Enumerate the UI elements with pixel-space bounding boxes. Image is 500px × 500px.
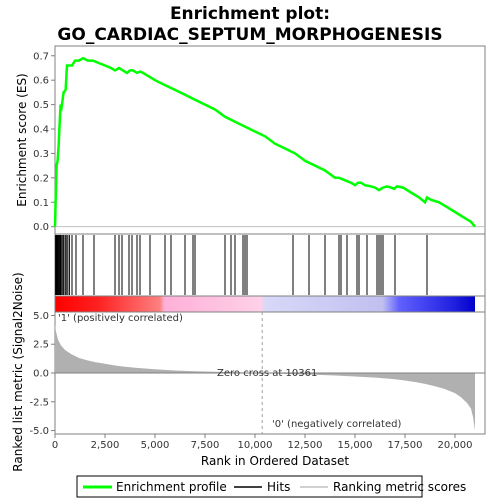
es-y-tick-label: 0.1 (33, 198, 49, 209)
es-curve (53, 56, 476, 228)
x-tick-label: 15,000 (338, 440, 373, 451)
metric-y-tick-label: 5.0 (33, 311, 49, 322)
x-tick-label: 0 (52, 440, 58, 451)
negative-correlation-label: '0' (negatively correlated) (272, 419, 401, 430)
x-axis-label: Rank in Ordered Dataset (201, 454, 349, 468)
metric-y-axis-label: Ranked list metric (Signal2Noise) (11, 272, 25, 471)
legend: Enrichment profile Hits Ranking metric s… (76, 475, 466, 498)
legend-label-enrichment-profile: Enrichment profile (116, 480, 227, 494)
es-y-ticks: 0.0 0.1 0.2 0.3 0.4 0.5 0.6 0.7 (33, 51, 55, 233)
es-y-tick-label: 0.6 (33, 76, 49, 87)
es-y-tick-label: 0.7 (33, 51, 49, 62)
chart-title-line1: Enrichment plot: (170, 4, 330, 24)
x-tick-label: 5,000 (141, 440, 170, 451)
metric-y-tick-label: -2.5 (29, 397, 49, 408)
legend-label-ranking-metric: Ranking metric scores (333, 480, 466, 494)
x-tick-label: 12,500 (288, 440, 323, 451)
x-tick-label: 17,500 (388, 440, 423, 451)
metric-y-tick-label: 0.0 (33, 369, 49, 380)
x-tick-label: 2,500 (91, 440, 120, 451)
es-y-tick-label: 0.3 (33, 149, 49, 160)
x-axis-ticks: 0 2,500 5,000 7,500 10,000 12,500 15,000 17,500… (52, 434, 473, 451)
metric-panel: 5.0 2.5 0.0 -2.5 -5.0 '1' (positively correl… (11, 272, 486, 472)
legend-label-hits: Hits (267, 480, 290, 494)
rank-color-bar-fill (55, 296, 475, 312)
es-y-axis-label: Enrichment score (ES) (15, 73, 29, 206)
hits-panel-frame (54, 233, 486, 297)
es-y-tick-label: 0.2 (33, 173, 49, 184)
es-y-tick-label: 0.0 (33, 222, 49, 233)
es-y-tick-label: 0.4 (33, 125, 49, 136)
metric-y-tick-label: 2.5 (33, 340, 49, 351)
metric-y-tick-label: -5.0 (29, 426, 49, 437)
zero-cross-label: Zero cross at 10361 (217, 368, 317, 379)
hits-panel (54, 233, 486, 297)
hit-markers (55, 235, 428, 295)
chart-title-line2: GO_CARDIAC_SEPTUM_MORPHOGENESIS (57, 25, 442, 45)
es-y-tick-label: 0.5 (33, 100, 49, 111)
x-tick-label: 20,000 (438, 440, 473, 451)
rank-color-bar (54, 295, 486, 313)
es-panel: 0.0 0.1 0.2 0.3 0.4 0.5 0.6 0.7 Enrichment scor… (15, 45, 486, 235)
metric-area (55, 324, 475, 431)
x-tick-label: 10,000 (238, 440, 273, 451)
x-tick-label: 7,500 (191, 440, 220, 451)
positive-correlation-label: '1' (positively correlated) (58, 313, 183, 324)
metric-y-ticks: 5.0 2.5 0.0 -2.5 -5.0 (29, 311, 55, 437)
